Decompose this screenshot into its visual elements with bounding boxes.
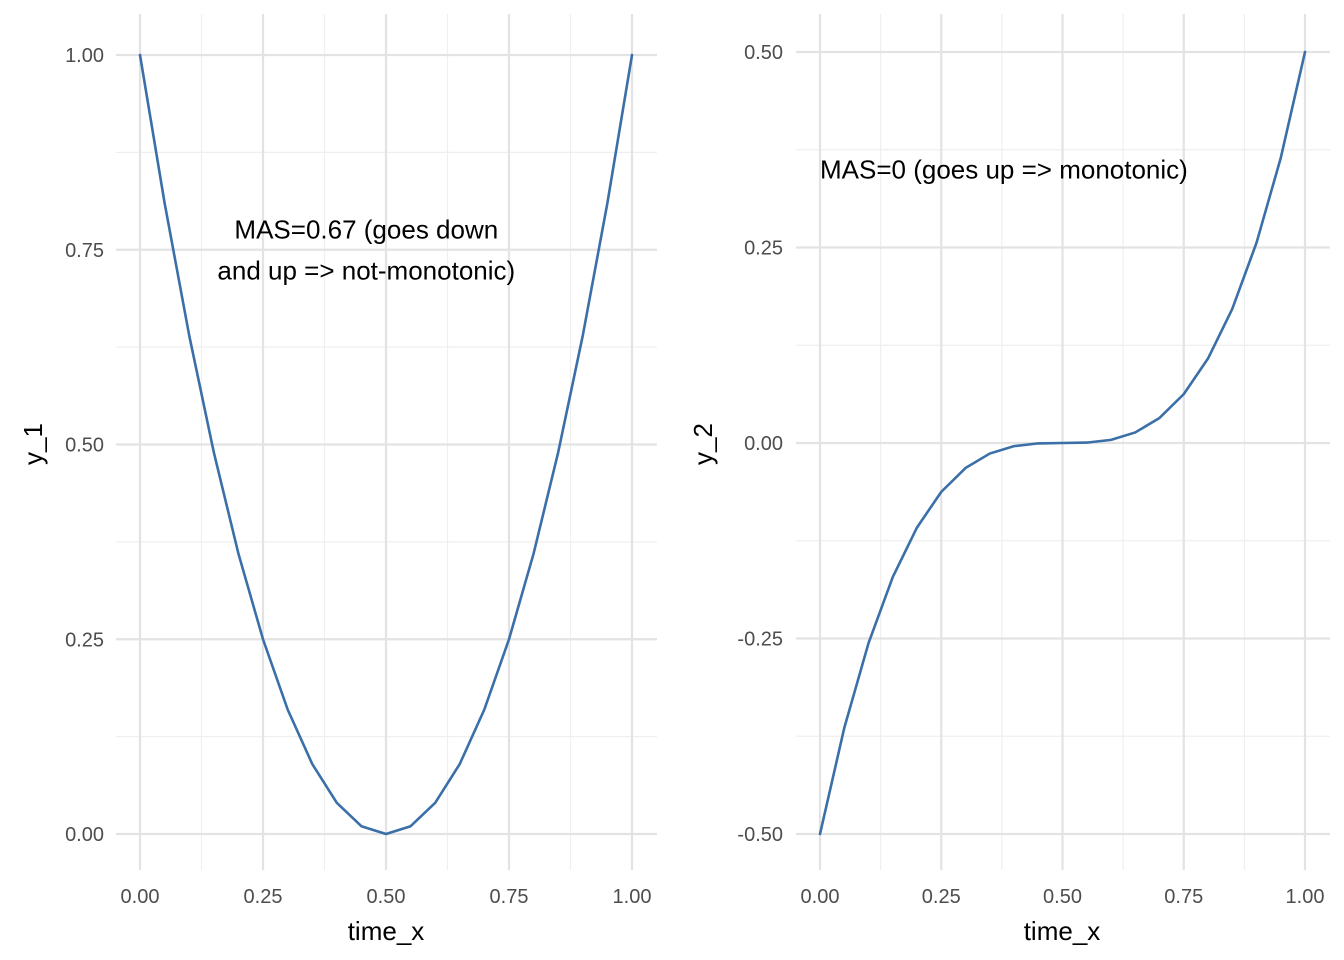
y-tick-label: 0.00 <box>65 824 104 846</box>
y-tick-label: 0.50 <box>744 42 783 64</box>
x-tick-label: 0.25 <box>244 886 283 908</box>
series-line <box>818 50 1307 836</box>
y-tick-label: 1.00 <box>65 45 104 67</box>
annotation-text: and up => not-monotonic) <box>217 255 515 285</box>
x-axis-title: time_x <box>1024 916 1101 946</box>
x-tick-label: 0.50 <box>1043 886 1082 908</box>
x-tick-label: 0.75 <box>490 886 529 908</box>
y-axis-title: y_2 <box>688 423 718 465</box>
annotation-text: MAS=0.67 (goes down <box>234 214 498 244</box>
left-panel: 0.00 0.25 0.50 0.75 1.00 0.00 0.25 0.50 0.75 1.00… <box>18 14 657 946</box>
y-tick-label: 0.00 <box>744 433 783 455</box>
y-tick-label: -0.50 <box>737 824 783 846</box>
y-tick-label: -0.25 <box>737 629 783 651</box>
series-line <box>138 53 634 836</box>
x-tick-label: 1.00 <box>613 886 652 908</box>
x-tick-label: 0.00 <box>801 886 840 908</box>
y-tick-label: 0.50 <box>65 435 104 457</box>
x-tick-label: 0.50 <box>367 886 406 908</box>
x-tick-label: 1.00 <box>1286 886 1325 908</box>
y-tick-label: 0.75 <box>65 240 104 262</box>
right-panel: -0.50 -0.25 0.00 0.25 0.50 0.00 0.25 0.50 0.75 1.… <box>688 14 1330 946</box>
x-tick-label: 0.00 <box>121 886 160 908</box>
annotation-text: MAS=0 (goes up => monotonic) <box>820 154 1188 184</box>
x-tick-label: 0.75 <box>1164 886 1203 908</box>
y-tick-label: 0.25 <box>65 629 104 651</box>
y-axis-title: y_1 <box>18 423 48 465</box>
x-tick-label: 0.25 <box>922 886 961 908</box>
y-tick-label: 0.25 <box>744 238 783 260</box>
x-axis-title: time_x <box>348 916 425 946</box>
